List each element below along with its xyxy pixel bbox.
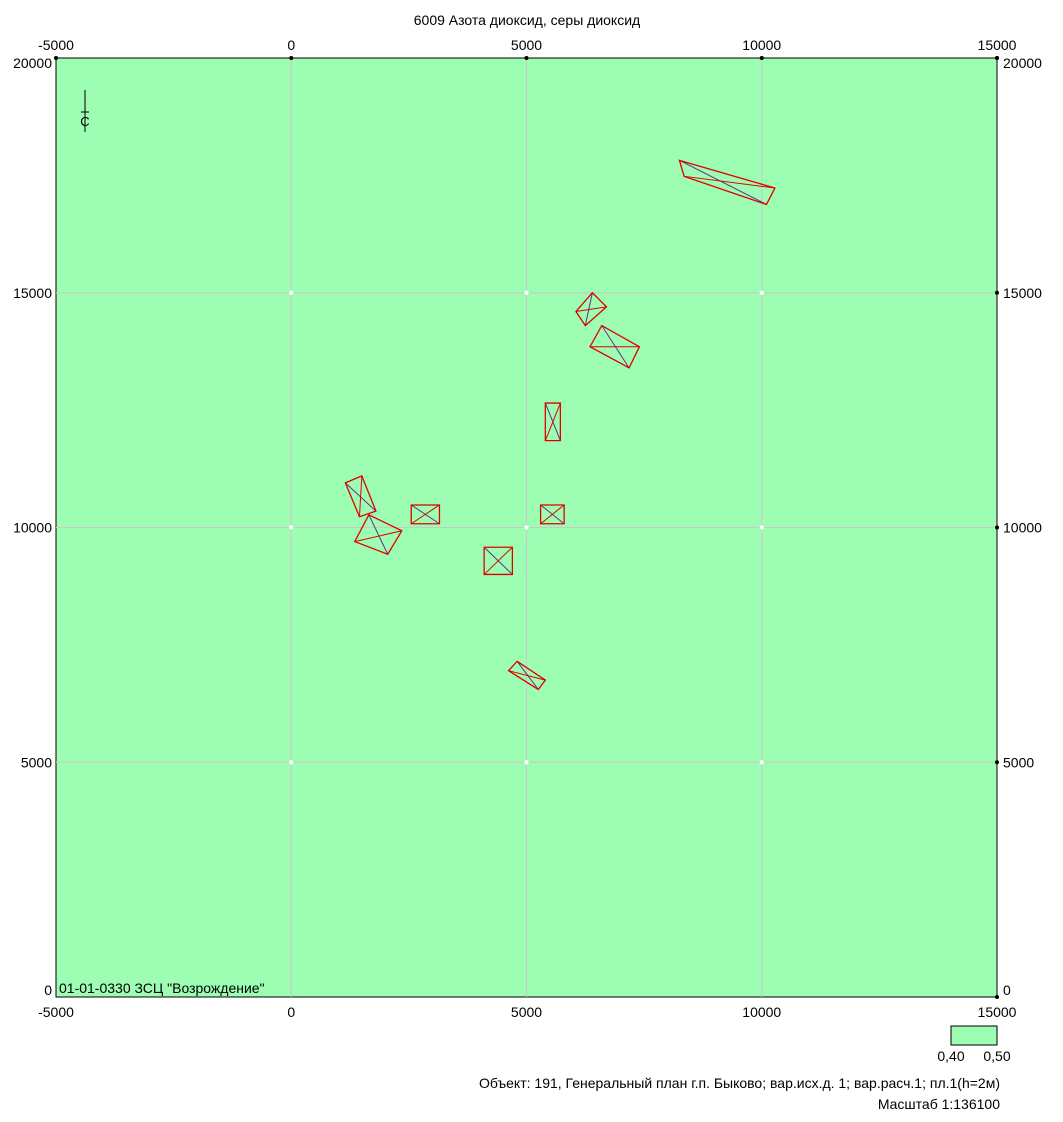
x-tick-label-top: -5000 [38,37,74,53]
x-axis-top: -5000 0 5000 10000 15000 [38,37,1017,60]
emission-sources [344,159,776,691]
emission-source-src-4[interactable] [544,402,562,442]
x-tick-label-top: 15000 [978,37,1017,53]
source-diagonal [679,159,767,205]
y-tick-label-right: 15000 [1003,285,1042,301]
source-diagonal [508,670,546,681]
source-outline [678,159,776,206]
y-tick-label-right: 20000 [1003,55,1042,71]
footer-scale-line: Масштаб 1:136100 [877,1096,1000,1112]
north-arrow-icon: С [80,90,90,132]
y-axis-right: 0 5000 10000 15000 20000 [995,55,1042,999]
footer-object-line: Объект: 191, Генеральный план г.п. Быков… [478,1075,1000,1091]
x-tick-label-top: 10000 [742,37,781,53]
source-outline [353,513,403,556]
source-diagonal [410,504,440,525]
y-tick-mark-right [995,290,999,295]
x-tick-mark-top [759,56,764,60]
source-diagonal [368,514,389,555]
y-tick-label-left: 5000 [21,754,52,770]
emission-source-src-8[interactable] [353,513,403,556]
source-outline [410,504,441,525]
grid-dot [759,525,764,530]
source-diagonal [544,402,561,441]
grid-dot [524,290,529,295]
source-diagonal [684,175,775,189]
x-tick-mark-top [524,56,529,60]
y-tick-mark-right [995,56,999,60]
x-tick-label-bottom: -5000 [38,1004,74,1020]
grid-intersection-dots [289,290,764,765]
grid-dot [759,760,764,765]
source-outline [589,324,641,369]
emission-source-src-5[interactable] [344,474,377,518]
source-diagonal [358,475,363,517]
x-tick-mark-top [289,56,294,60]
x-tick-label-bottom: 10000 [742,1004,781,1020]
y-tick-mark-right [995,995,999,999]
emission-source-src-7[interactable] [539,504,565,525]
x-tick-label-top: 0 [287,37,295,53]
x-axis-bottom: -5000 0 5000 10000 15000 [38,1004,1017,1020]
legend-min-label: 0,40 [937,1048,964,1064]
y-tick-label-right: 10000 [1003,520,1042,536]
y-tick-label-left: 10000 [13,520,52,536]
emission-source-src-1[interactable] [678,159,776,206]
source-outline [539,504,565,525]
y-tick-label-left: 15000 [13,285,52,301]
y-tick-mark-right [995,525,999,530]
grid-dot [289,760,294,765]
y-tick-label-left-zero: 0 [44,982,52,998]
y-tick-label-right: 0 [1003,982,1011,998]
y-tick-mark-right [995,760,999,765]
x-tick-label-bottom: 5000 [511,1004,542,1020]
legend: 0,40 0,50 [937,1025,1011,1064]
source-outline [483,546,514,576]
source-diagonal [575,306,607,313]
y-axis-left: 5000 10000 15000 20000 0 [13,55,52,998]
source-outline [507,660,547,691]
map-title: 6009 Азота диоксид, серы диоксид [414,12,640,28]
source-diagonal [354,530,402,543]
source-diagonal [483,546,513,575]
x-tick-mark-top [54,56,58,60]
emission-source-src-10[interactable] [507,660,547,691]
grid-dot [289,290,294,295]
y-tick-label-right: 5000 [1003,754,1034,770]
x-tick-label-bottom: 15000 [978,1004,1017,1020]
emission-source-src-9[interactable] [483,546,514,576]
legend-max-label: 0,50 [983,1048,1010,1064]
source-outline [544,402,562,442]
north-arrow-label: С [80,114,89,129]
emission-source-src-3[interactable] [589,324,641,369]
legend-swatch [950,1025,998,1046]
corner-caption: 01-01-0330 ЗСЦ "Возрождение" [59,980,265,996]
grid-dot [524,525,529,530]
source-diagonal [540,504,565,525]
grid-dot [759,290,764,295]
emission-source-src-6[interactable] [410,504,441,525]
source-outline [344,474,377,518]
y-tick-label-left: 20000 [13,55,52,71]
grid-dot [289,525,294,530]
grid-dot [524,760,529,765]
source-outline [575,291,608,327]
x-tick-label-top: 5000 [511,37,542,53]
emission-source-src-2[interactable] [575,291,608,327]
x-tick-label-bottom: 0 [287,1004,295,1020]
